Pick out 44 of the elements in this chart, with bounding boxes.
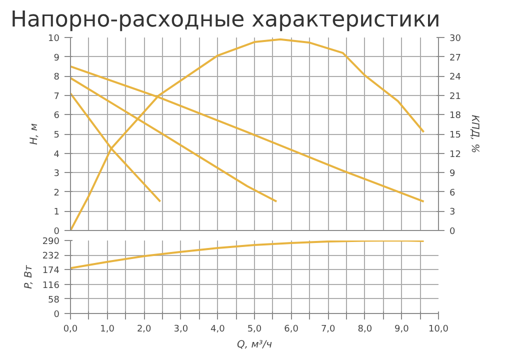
y-tick-label: 2 bbox=[54, 188, 60, 198]
y-tick-label: 58 bbox=[48, 295, 60, 306]
y-tick-label: 0 bbox=[54, 310, 60, 320]
x-tick-label: 5,0 bbox=[247, 324, 262, 334]
x-tick-label: 1,0 bbox=[100, 324, 115, 334]
x-tick-label: 10,0 bbox=[428, 324, 449, 334]
y-tick-label: 4 bbox=[54, 150, 60, 160]
y-axis-title: P, Вт bbox=[23, 264, 34, 289]
y2-tick-label: 12 bbox=[450, 150, 461, 160]
y-tick-label: 6 bbox=[54, 111, 60, 122]
y-tick-label: 1 bbox=[54, 208, 60, 218]
y2-tick-label: 9 bbox=[450, 169, 456, 180]
y-tick-label: 7 bbox=[54, 92, 60, 102]
y2-tick-label: 15 bbox=[450, 130, 461, 140]
y2-tick-label: 6 bbox=[450, 188, 456, 198]
y2-tick-label: 18 bbox=[450, 111, 462, 122]
y2-tick-label: 27 bbox=[450, 53, 461, 64]
y2-tick-label: 0 bbox=[450, 227, 456, 237]
y-tick-label: 232 bbox=[42, 252, 60, 262]
y-tick-label: 290 bbox=[42, 237, 60, 247]
y2-axis-title: КПД, % bbox=[468, 114, 480, 154]
x-tick-label: 4,0 bbox=[210, 324, 226, 334]
x-tick-label: 9,0 bbox=[394, 324, 410, 334]
x-tick-label: 7,0 bbox=[320, 324, 336, 334]
y-tick-label: 0 bbox=[54, 227, 60, 237]
y-tick-label: 9 bbox=[54, 53, 60, 64]
y2-tick-label: 24 bbox=[450, 72, 462, 83]
y2-tick-label: 3 bbox=[450, 208, 456, 218]
x-axis-title: Q, м³/ч bbox=[236, 340, 272, 350]
y-tick-label: 116 bbox=[42, 280, 60, 291]
y-tick-label: 10 bbox=[48, 34, 60, 44]
y2-tick-label: 30 bbox=[450, 34, 462, 44]
y-axis-title: H, м bbox=[29, 122, 40, 145]
y2-tick-label: 21 bbox=[450, 92, 461, 102]
x-tick-label: 3,0 bbox=[174, 324, 188, 334]
y-tick-label: 174 bbox=[42, 266, 60, 276]
y-tick-label: 8 bbox=[54, 72, 60, 83]
x-tick-label: 6,0 bbox=[284, 324, 299, 334]
y-tick-label: 3 bbox=[54, 169, 60, 180]
x-tick-label: 0,0 bbox=[63, 324, 78, 334]
y-tick-label: 5 bbox=[54, 130, 60, 140]
x-tick-label: 2,0 bbox=[136, 324, 152, 334]
chart-title: Напорно-расходные характеристики bbox=[10, 8, 440, 32]
x-tick-label: 8,0 bbox=[358, 324, 372, 334]
